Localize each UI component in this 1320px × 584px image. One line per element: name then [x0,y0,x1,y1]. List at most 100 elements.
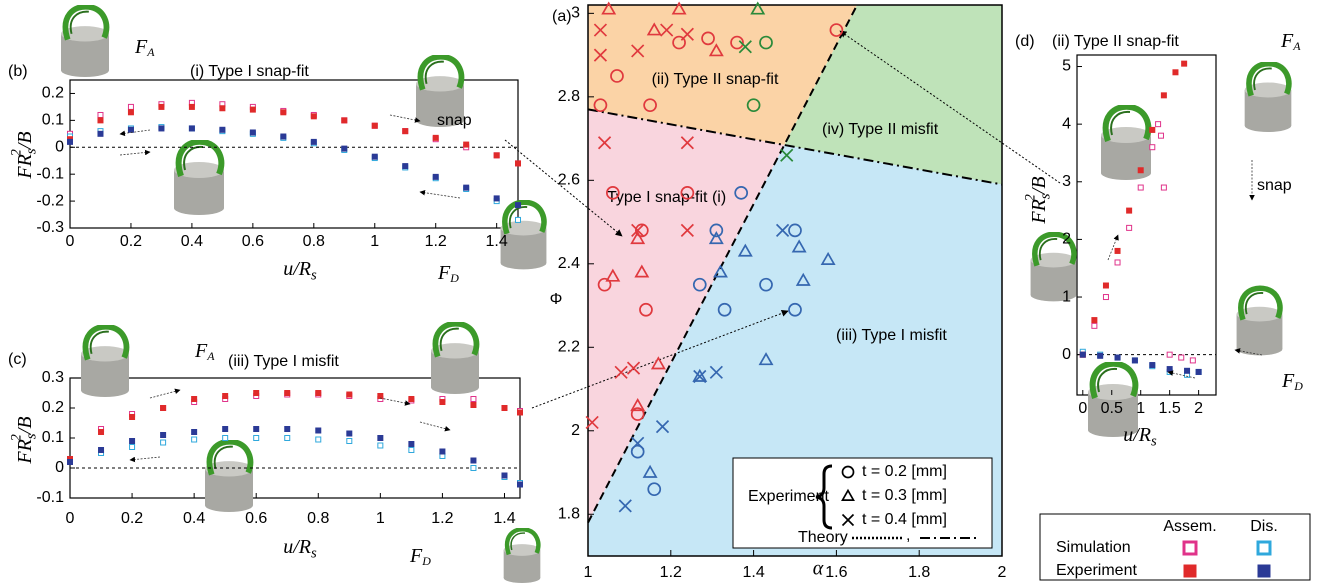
data-point [734,185,749,200]
data-point [470,402,477,408]
data-point [1102,282,1109,289]
label-part: 2 [1023,193,1039,201]
region-label: (ii) Type II snap-fit [652,71,779,88]
y-axis-label: FRs2/B [9,131,40,179]
legend-marker [1256,540,1272,556]
label-part: /B [14,416,36,435]
panel-label: (b) [8,63,28,80]
direction-arrow [389,114,421,123]
illustration [504,529,541,583]
label-part: 2 [9,148,25,156]
y-tick-label: 2.4 [558,255,580,272]
data-point [1097,352,1104,359]
data-point [515,160,521,167]
panel-label: (d) [1015,33,1035,50]
legend-theory-label: Theory [798,529,848,546]
data-point [643,98,657,113]
x-tick-label: 0.2 [121,510,143,527]
label-part: u/R [283,258,311,280]
x-tick-label: 1.5 [1159,400,1181,417]
y-tick-label: 5 [1062,58,1071,75]
data-point [160,432,167,438]
x-tick-label: 1 [376,510,385,527]
x-tick-label: 0.4 [183,510,205,527]
data-point [795,272,811,286]
data-point [597,277,612,292]
legend-marker [841,513,855,527]
data-point [759,35,773,50]
data-point [408,447,415,453]
data-point [631,44,645,58]
y-tick-label: 2.8 [558,88,580,105]
data-point [463,184,470,191]
illustration [1237,288,1283,355]
data-point [67,138,73,145]
panel-title: (iii) Type I misfit [228,353,339,370]
x-axis-label: u/Rs [283,536,317,562]
data-point [249,129,256,136]
direction-arrow [1234,348,1263,356]
snap-label: snap [437,112,472,129]
x-tick-label: 1.4 [493,510,515,527]
data-point [493,152,500,159]
data-point [222,435,229,441]
data-point [1091,317,1098,324]
data-point [717,302,732,317]
legend-label: t = 0.4 [mm] [862,511,947,528]
y-tick-label: -0.3 [36,219,64,236]
data-point [127,126,134,133]
data-point [630,231,646,245]
y-tick-label: 0.2 [42,85,64,102]
legend-label: t = 0.2 [mm] [862,463,947,480]
data-point [646,22,662,36]
data-point [1166,366,1173,373]
label-part: u/R [1123,424,1151,446]
x-tick-label: 0 [66,233,75,250]
data-point [1131,357,1138,364]
data-point [630,444,645,459]
theory-line [587,4,858,524]
data-point [618,499,632,513]
y-tick-label: 0 [55,459,64,476]
data-point [253,390,260,396]
direction-arrow [129,456,161,463]
data-point [222,426,229,432]
data-point [129,444,136,450]
data-point [97,117,104,124]
x-tick-label: 0 [1078,400,1087,417]
direction-arrow [419,421,451,432]
data-point [631,436,645,450]
data-point [672,35,686,50]
data-point [98,447,105,453]
x-axis-label: u/Rs [1123,424,1157,450]
label-part: D [1293,379,1303,393]
y-tick-label: 0.3 [42,369,64,386]
direction-arrow [1107,234,1119,261]
data-point [493,195,500,202]
y-tick-label: 1.8 [558,505,580,522]
data-point [631,223,645,238]
y-tick-label: 0.1 [42,112,64,129]
data-point [655,419,670,434]
data-point [1114,354,1121,361]
legend-title: Experiment [748,488,829,505]
label-part: F [437,262,451,284]
data-point [408,396,415,402]
data-point [1149,126,1156,133]
data-point [693,369,707,384]
data-point [605,268,621,282]
data-point [315,436,322,443]
legend-marker [841,488,855,501]
label-part: FR [1028,199,1050,224]
data-point [310,138,317,145]
data-point [310,113,317,120]
region [588,5,858,145]
x-tick-label: 0.2 [120,233,142,250]
data-point [222,393,229,399]
connector-arrow [839,30,1061,184]
data-point [593,98,608,113]
data-point [1181,60,1188,67]
force-label: FD [1281,370,1303,393]
y-tick-label: 3 [571,5,580,22]
x-tick-label: 1.8 [908,564,930,581]
